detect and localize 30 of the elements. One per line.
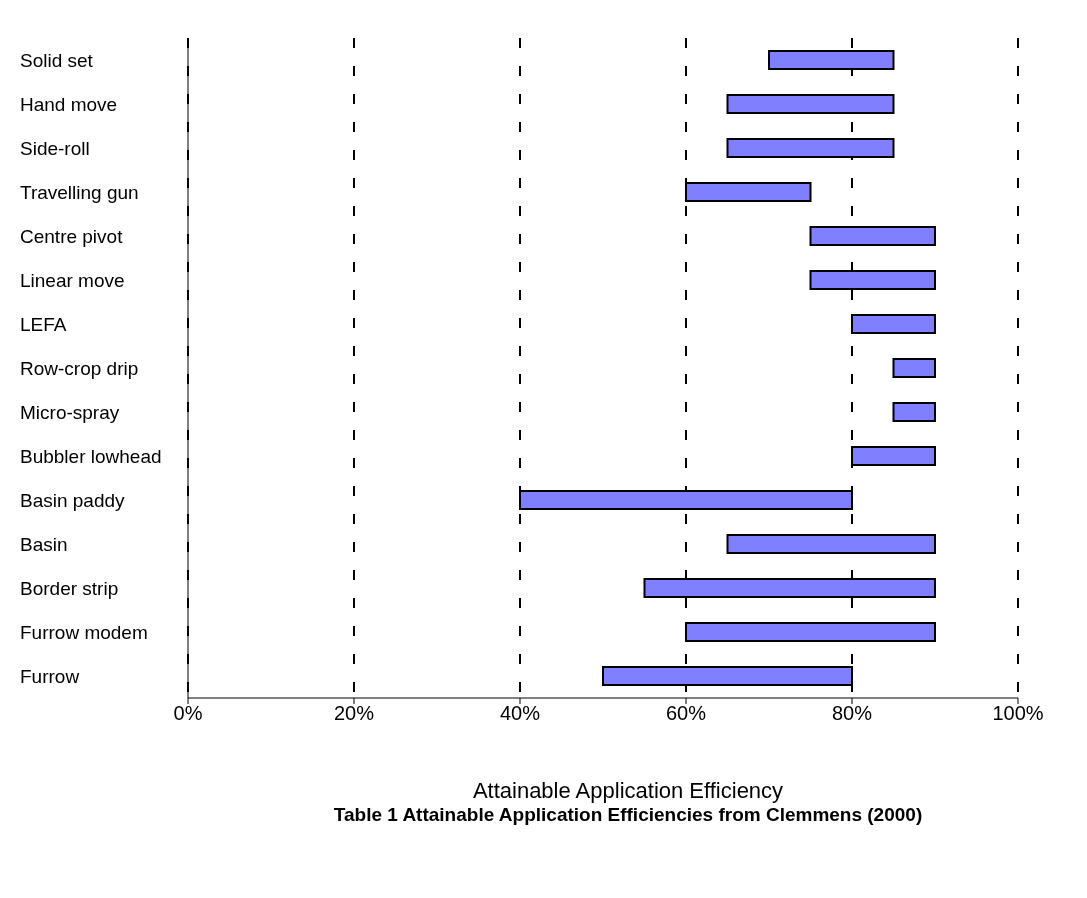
y-tick-label: Border strip [20,577,119,599]
y-tick-label: Bubbler lowhead [20,445,162,467]
y-tick-label: Basin paddy [20,489,126,511]
x-tick-label: 100% [992,702,1044,725]
bar [851,314,936,334]
y-tick-label: Basin [20,533,68,555]
x-tick-label: 40% [499,702,541,725]
x-tick-label: 0% [173,702,203,725]
bar [685,622,936,642]
y-tick-label: Linear move [20,269,125,291]
y-tick-label: Row-crop drip [20,357,139,379]
bar [892,358,936,378]
y-tick-label: Centre pivot [20,225,124,247]
y-tick-label: Hand move [20,93,118,115]
y-tick-label: LEFA [20,313,67,335]
caption: Table 1 Attainable Application Efficiencies from Clemmens (2000) [332,804,924,826]
y-tick-label: Furrow [20,665,80,687]
y-tick-label: Travelling gun [20,181,139,203]
bar [726,94,895,114]
y-tick-label: Furrow modem [20,621,148,643]
bar [726,534,936,554]
x-axis-title: Attainable Application Efficiency [471,778,785,804]
x-tick-label: 80% [831,702,873,725]
x-tick-label: 20% [333,702,375,725]
bar [809,226,936,246]
y-tick-label: Side-roll [20,137,90,159]
y-tick-label: Micro-spray [20,401,120,423]
y-tick-label: Solid set [20,49,94,71]
x-tick-label: 60% [665,702,707,725]
bar [892,402,936,422]
